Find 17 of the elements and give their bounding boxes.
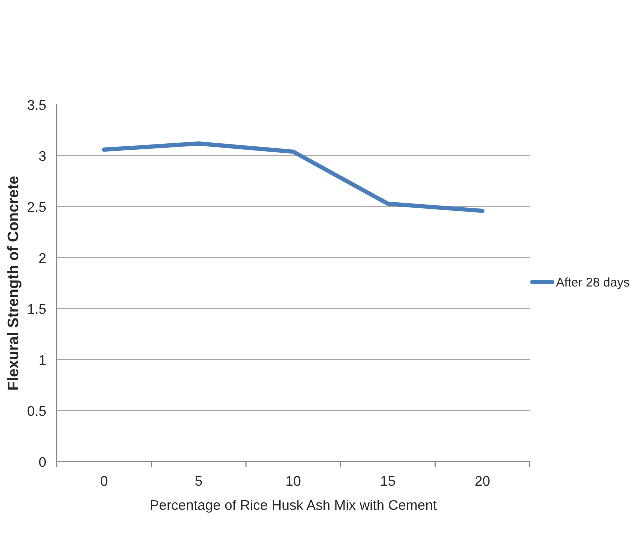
y-tick-label: 1 — [40, 355, 46, 366]
y-tick-label: 0.5 — [28, 406, 46, 416]
y-tick-label: 3 — [39, 151, 46, 162]
x-tick-label: 5 — [196, 476, 202, 486]
y-tick-label: 2 — [40, 253, 46, 264]
y-axis-title: Flexural Strength of Concrete — [7, 176, 22, 390]
y-tick-label: 3.5 — [28, 100, 46, 110]
x-axis-title: Percentage of Rice Husk Ash Mix with Cement — [151, 500, 437, 513]
line-series — [102, 142, 485, 214]
legend-label: After 28 days — [556, 278, 630, 290]
x-tick-label: 20 — [476, 476, 490, 486]
y-tick-label: 1.5 — [28, 304, 46, 314]
y-tick-label: 0 — [39, 457, 46, 468]
x-tick-label: 10 — [286, 476, 301, 486]
x-tick-label: 0 — [100, 476, 108, 486]
x-tick-label: 15 — [381, 476, 396, 486]
y-tick-label: 2.5 — [28, 202, 46, 212]
